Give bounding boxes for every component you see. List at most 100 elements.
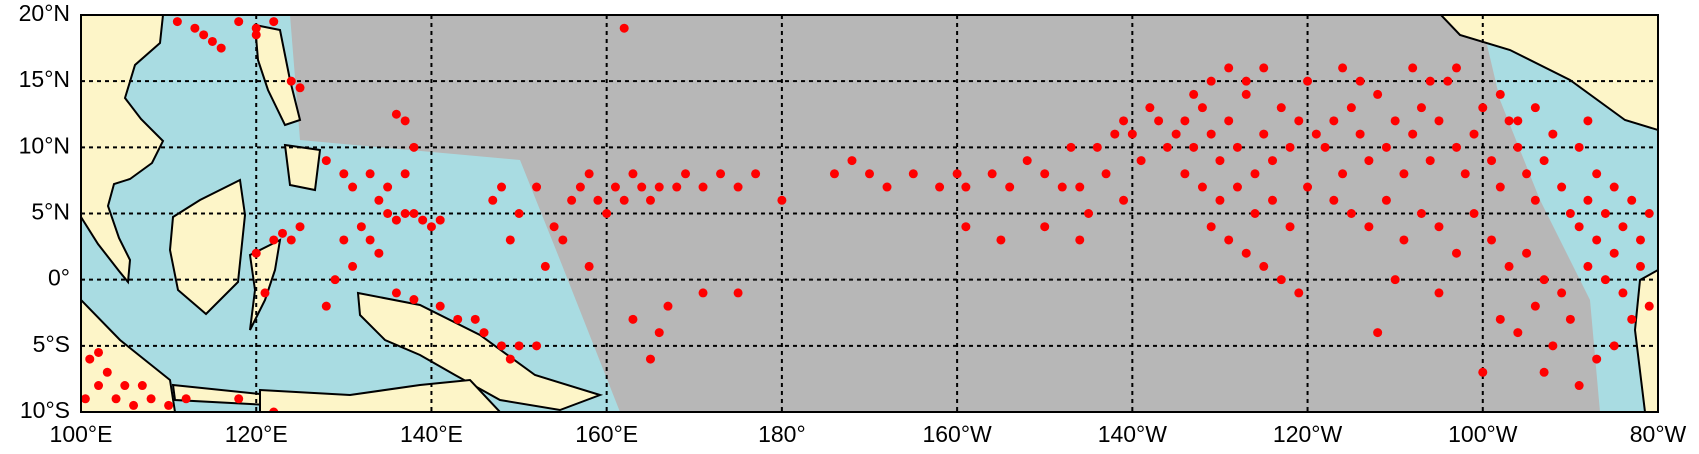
- point: [1592, 169, 1602, 179]
- point: [1110, 129, 1120, 139]
- point: [1495, 314, 1505, 324]
- point: [1644, 301, 1654, 311]
- point: [278, 228, 288, 238]
- point: [628, 169, 638, 179]
- point: [1119, 195, 1129, 205]
- point: [1600, 209, 1610, 218]
- point: [1609, 341, 1619, 351]
- point: [1574, 142, 1584, 152]
- point: [1530, 301, 1540, 311]
- point: [102, 367, 112, 377]
- point: [1487, 235, 1497, 245]
- point: [505, 235, 515, 245]
- point: [172, 17, 182, 27]
- point: [882, 182, 892, 192]
- point: [295, 83, 305, 93]
- point: [733, 182, 743, 192]
- point: [339, 235, 349, 245]
- point: [1583, 116, 1593, 126]
- point: [251, 23, 261, 33]
- point: [1180, 169, 1190, 179]
- point: [374, 195, 384, 205]
- point: [1495, 182, 1505, 192]
- point: [1487, 156, 1497, 166]
- point: [1162, 142, 1172, 152]
- point: [584, 169, 594, 179]
- point: [391, 288, 401, 298]
- point: [251, 248, 261, 258]
- point: [1522, 169, 1532, 179]
- point: [1530, 103, 1540, 113]
- point: [146, 394, 156, 404]
- point: [321, 301, 331, 311]
- point: [137, 381, 147, 391]
- point: [1478, 103, 1488, 113]
- point: [1241, 76, 1251, 86]
- point: [400, 209, 410, 218]
- point: [391, 109, 401, 119]
- point: [532, 182, 542, 192]
- point: [1145, 103, 1155, 113]
- point: [584, 261, 594, 271]
- point: [1215, 195, 1225, 205]
- point: [645, 195, 655, 205]
- point: [409, 142, 419, 152]
- point: [1197, 182, 1207, 192]
- point: [1250, 169, 1260, 179]
- x-tick-label: 160°W: [922, 421, 992, 447]
- point: [94, 381, 104, 391]
- point: [1215, 156, 1225, 166]
- point: [996, 235, 1006, 245]
- point: [532, 341, 542, 351]
- point: [716, 169, 726, 179]
- point: [1320, 142, 1330, 152]
- point: [251, 30, 261, 40]
- point: [654, 182, 664, 192]
- frame: [80, 14, 1659, 413]
- point: [1539, 275, 1549, 285]
- point: [1425, 156, 1435, 166]
- point: [190, 23, 200, 33]
- point: [1259, 63, 1269, 73]
- point: [85, 354, 95, 364]
- point: [1513, 116, 1523, 126]
- point: [1381, 142, 1391, 152]
- point: [1075, 235, 1085, 245]
- point: [207, 36, 217, 46]
- point: [1408, 63, 1418, 73]
- point: [269, 407, 279, 412]
- x-tick-label: 80°W: [1630, 421, 1687, 447]
- point: [1338, 169, 1348, 179]
- point: [418, 215, 428, 225]
- point: [383, 182, 393, 192]
- point: [1127, 129, 1137, 139]
- point: [1355, 129, 1365, 139]
- point: [1592, 354, 1602, 364]
- point: [260, 288, 270, 298]
- point: [286, 76, 296, 86]
- point: [619, 23, 629, 33]
- point: [1565, 209, 1575, 218]
- point: [610, 182, 620, 192]
- point: [1539, 156, 1549, 166]
- point: [269, 235, 279, 245]
- point: [1232, 142, 1242, 152]
- point: [81, 394, 90, 404]
- point: [321, 156, 331, 166]
- point: [619, 195, 629, 205]
- point: [1232, 182, 1242, 192]
- point: [497, 341, 507, 351]
- point: [1040, 169, 1050, 179]
- y-tick-label: 10°S: [20, 397, 70, 423]
- point: [1259, 129, 1269, 139]
- point: [1451, 63, 1461, 73]
- point: [935, 182, 945, 192]
- point: [514, 209, 524, 218]
- point: [120, 381, 130, 391]
- point: [1303, 76, 1313, 86]
- point: [1189, 89, 1199, 99]
- land: [1439, 15, 1658, 132]
- shallow-water: [81, 15, 620, 412]
- x-tick-label: 100°E: [50, 421, 113, 447]
- point: [234, 17, 244, 27]
